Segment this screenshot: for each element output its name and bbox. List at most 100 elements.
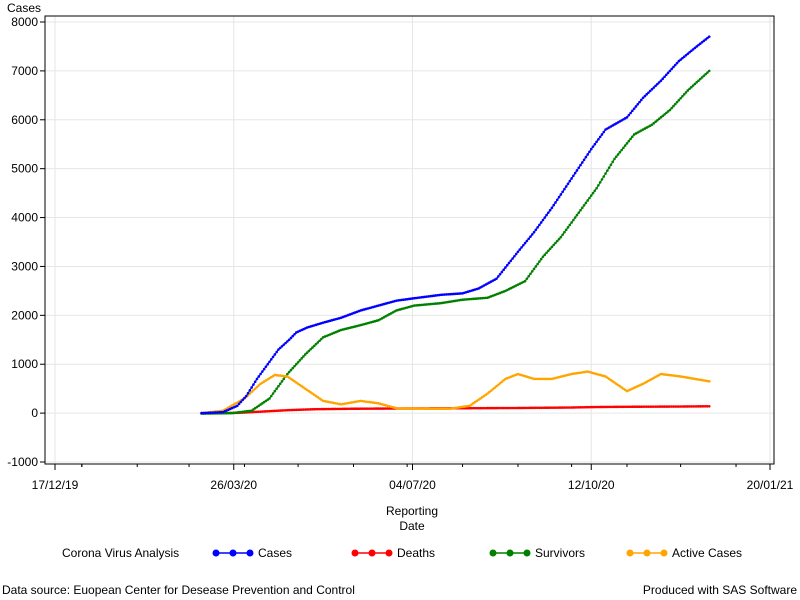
legend-marker-survivors: [523, 549, 531, 557]
data-point-survivors: [691, 84, 695, 87]
data-point-cases: [682, 55, 686, 59]
legend-marker-deaths: [385, 549, 393, 557]
data-point-active-cases: [500, 380, 504, 384]
data-point-survivors: [702, 74, 706, 78]
data-point-cases: [589, 147, 593, 151]
data-point-cases: [632, 107, 636, 110]
data-point-cases: [657, 81, 661, 84]
data-point-active-cases: [488, 390, 491, 394]
data-point-deaths: [355, 407, 359, 410]
data-point-cases: [631, 109, 634, 113]
data-point-survivors: [589, 194, 593, 197]
data-point-cases: [698, 42, 702, 45]
data-point-cases: [588, 150, 591, 154]
data-point-deaths: [325, 407, 329, 411]
data-point-deaths: [354, 407, 357, 411]
data-point-survivors: [550, 245, 554, 249]
data-point-cases: [241, 398, 244, 402]
data-point-deaths: [520, 406, 523, 410]
data-point-cases: [693, 46, 697, 50]
data-point-cases: [255, 377, 259, 381]
data-point-cases: [629, 111, 632, 115]
data-point-cases: [244, 394, 248, 398]
data-point-cases: [602, 130, 606, 134]
data-point-cases: [707, 35, 711, 38]
data-point-deaths: [314, 407, 318, 411]
data-point-survivors: [614, 155, 618, 158]
data-point-cases: [702, 39, 706, 43]
data-point-deaths: [663, 405, 666, 408]
data-point-deaths: [505, 406, 509, 410]
data-point-deaths: [690, 405, 693, 408]
data-point-deaths: [657, 405, 661, 408]
data-point-deaths: [609, 405, 613, 409]
data-point-cases: [534, 228, 538, 232]
data-point-survivors: [690, 85, 693, 89]
data-point-survivors: [597, 183, 600, 187]
data-point-deaths: [641, 405, 645, 408]
data-point-cases: [511, 257, 514, 260]
data-point-survivors: [302, 355, 305, 358]
data-point-survivors: [611, 160, 614, 164]
data-point-survivors: [622, 146, 625, 150]
data-point-deaths: [627, 405, 631, 409]
data-point-cases: [577, 166, 581, 170]
y-tick-label: 2000: [11, 308, 38, 322]
data-point-active-cases: [439, 407, 443, 411]
data-point-deaths: [604, 405, 607, 409]
data-point-deaths: [511, 406, 514, 410]
data-point-survivors: [686, 89, 690, 92]
data-point-deaths: [534, 406, 538, 410]
data-point-active-cases: [257, 384, 261, 387]
data-point-deaths: [606, 405, 609, 409]
data-point-deaths: [346, 407, 350, 411]
data-point-deaths: [552, 406, 556, 409]
data-point-survivors: [296, 360, 300, 364]
data-point-cases: [509, 259, 513, 263]
data-point-cases: [688, 51, 691, 54]
data-point-deaths: [691, 405, 695, 408]
series-line-survivors: [201, 70, 710, 415]
data-point-cases: [275, 350, 278, 354]
data-point-deaths: [675, 405, 679, 408]
data-point-survivors: [564, 228, 568, 232]
data-point-cases: [663, 75, 666, 79]
data-point-survivors: [577, 211, 581, 214]
data-point-deaths: [337, 407, 341, 411]
data-point-survivors: [300, 357, 303, 360]
data-point-cases: [634, 105, 638, 108]
data-point-cases: [268, 360, 271, 364]
data-point-survivors: [593, 189, 597, 192]
data-point-survivors: [707, 69, 711, 73]
data-point-cases: [538, 223, 541, 227]
data-point-survivors: [286, 372, 289, 376]
data-point-survivors: [273, 389, 277, 393]
legend-item-deaths: Deaths: [351, 546, 435, 560]
y-tick-label: -1000: [7, 455, 38, 469]
data-point-deaths: [555, 406, 559, 409]
data-point-survivors: [620, 148, 623, 152]
data-point-cases: [497, 275, 500, 278]
data-point-survivors: [312, 344, 316, 348]
data-point-survivors: [316, 341, 320, 344]
data-point-deaths: [632, 405, 636, 409]
data-point-survivors: [582, 204, 586, 207]
data-point-survivors: [573, 216, 577, 219]
data-point-cases: [557, 195, 561, 199]
data-point-deaths: [625, 405, 629, 409]
legend-marker-active-cases: [626, 549, 634, 557]
data-point-active-cases: [498, 381, 502, 385]
data-point-survivors: [554, 241, 557, 245]
data-point-active-cases: [250, 390, 253, 394]
data-point-survivors: [545, 251, 548, 255]
data-point-deaths: [318, 407, 321, 411]
data-point-deaths: [384, 407, 387, 410]
data-point-active-cases: [548, 377, 552, 381]
data-point-active-cases: [489, 389, 493, 392]
data-point-cases: [271, 355, 275, 359]
y-tick-label: 6000: [11, 113, 38, 127]
data-point-survivors: [670, 106, 673, 110]
legend-item-cases: Cases: [212, 546, 292, 560]
data-point-cases: [581, 161, 584, 164]
data-point-active-cases: [430, 407, 434, 411]
